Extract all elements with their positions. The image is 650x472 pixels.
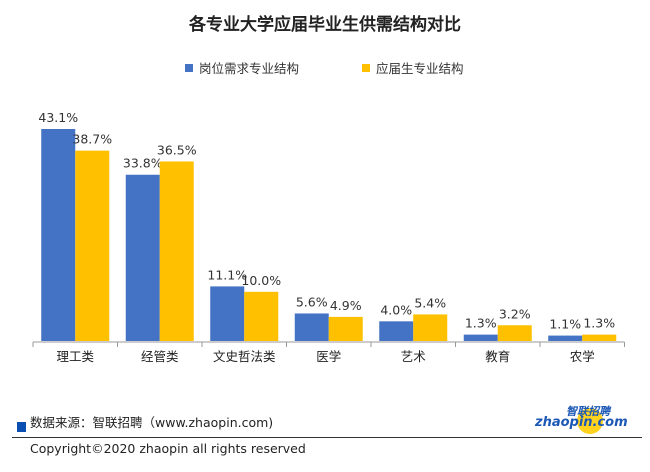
zhaopin-logo: 智联招聘 zhaopin.com bbox=[535, 403, 635, 435]
legend-swatch-graduates bbox=[362, 63, 370, 72]
legend-item-graduates: 应届生专业结构 bbox=[362, 58, 464, 77]
x-tick-label: 理工类 bbox=[56, 349, 94, 364]
x-tick-label: 文史哲法类 bbox=[213, 349, 276, 364]
bar-chart: 43.1% 38.7% 理工类 33.8%36.5% 经管类 11.1%10.0% 文史哲法… bbox=[32, 110, 625, 364]
legend-label-demand: 岗位需求专业结构 bbox=[199, 61, 300, 76]
bar-graduates bbox=[75, 150, 110, 341]
data-label: 36.5% bbox=[157, 142, 197, 157]
bar-demand bbox=[41, 129, 76, 341]
bar-demand bbox=[379, 321, 414, 341]
x-tick-label: 教育 bbox=[485, 349, 510, 364]
data-label: 43.1% bbox=[38, 110, 78, 125]
bar-demand bbox=[125, 174, 160, 341]
x-tick-label: 农学 bbox=[570, 349, 595, 364]
bar-demand bbox=[548, 335, 583, 341]
bar-demand bbox=[463, 334, 498, 341]
bar-graduates bbox=[244, 291, 279, 341]
data-label: 5.6% bbox=[296, 294, 328, 309]
legend-swatch-demand bbox=[185, 63, 193, 72]
data-label: 10.0% bbox=[241, 273, 281, 288]
data-label: 33.8% bbox=[123, 156, 163, 171]
bar-graduates bbox=[328, 316, 363, 341]
x-tick-label: 经管类 bbox=[141, 349, 179, 364]
footer-divider bbox=[12, 437, 642, 438]
data-label: 4.0% bbox=[380, 302, 412, 317]
bar-graduates bbox=[582, 334, 617, 341]
data-label: 4.9% bbox=[330, 298, 362, 313]
bar-graduates bbox=[413, 314, 448, 341]
source-marker bbox=[17, 422, 26, 432]
legend-label-graduates: 应届生专业结构 bbox=[376, 61, 464, 76]
data-label: 11.1% bbox=[207, 267, 247, 282]
bar-demand bbox=[294, 313, 329, 341]
x-tick-label: 医学 bbox=[316, 349, 341, 364]
data-label: 3.2% bbox=[499, 306, 531, 321]
copyright: Copyright©2020 zhaopin all rights reserv… bbox=[30, 441, 306, 456]
bar-demand bbox=[210, 286, 245, 341]
bar-graduates bbox=[497, 325, 532, 341]
data-source: 数据来源：智联招聘（www.zhaopin.com) bbox=[30, 415, 274, 430]
data-label: 1.3% bbox=[465, 316, 497, 331]
data-label: 1.3% bbox=[583, 316, 615, 331]
bar-graduates bbox=[159, 161, 194, 341]
x-tick-label: 艺术 bbox=[401, 349, 427, 364]
data-label: 1.1% bbox=[549, 317, 581, 332]
data-label: 5.4% bbox=[414, 295, 446, 310]
data-label: 38.7% bbox=[72, 132, 112, 147]
chart-title: 各专业大学应届毕业生供需结构对比 bbox=[189, 15, 461, 35]
legend-item-demand: 岗位需求专业结构 bbox=[185, 58, 299, 77]
